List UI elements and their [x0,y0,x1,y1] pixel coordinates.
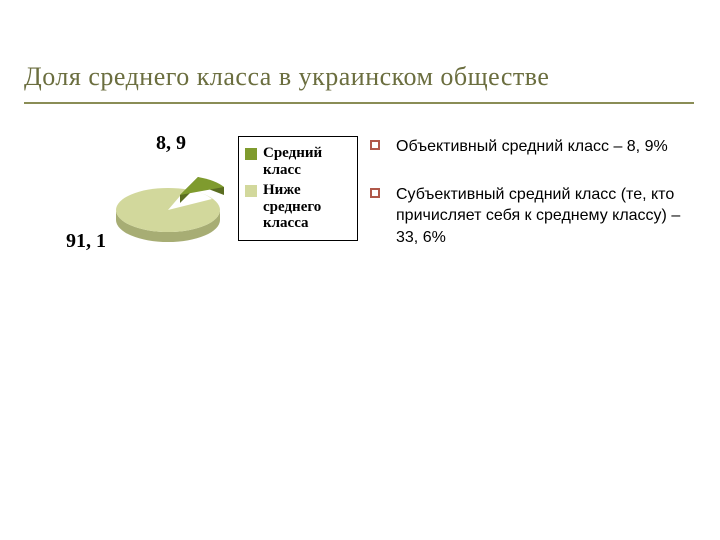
list-item: Субъективный средний класс (те, кто прич… [370,184,700,249]
chart-label-bottom: 91, 1 [66,230,106,253]
legend-label: Средний класс [263,145,351,178]
legend-label: Ниже среднего класса [263,182,351,232]
bullet-square-icon [370,140,380,150]
pie-graphic [108,172,228,242]
bullet-text: Объективный средний класс – 8, 9% [396,136,668,158]
bullet-text: Субъективный средний класс (те, кто прич… [396,184,700,249]
title-underline [24,102,694,104]
page-title: Доля среднего класса в украинском общест… [24,62,549,92]
legend-item: Ниже среднего класса [245,182,351,232]
chart-label-top: 8, 9 [156,132,186,155]
legend-swatch [245,185,257,197]
chart-legend: Средний класс Ниже среднего класса [238,136,358,241]
list-item: Объективный средний класс – 8, 9% [370,136,700,158]
bullet-list: Объективный средний класс – 8, 9% Субъек… [370,136,700,274]
bullet-square-icon [370,188,380,198]
legend-swatch [245,148,257,160]
legend-item: Средний класс [245,145,351,178]
